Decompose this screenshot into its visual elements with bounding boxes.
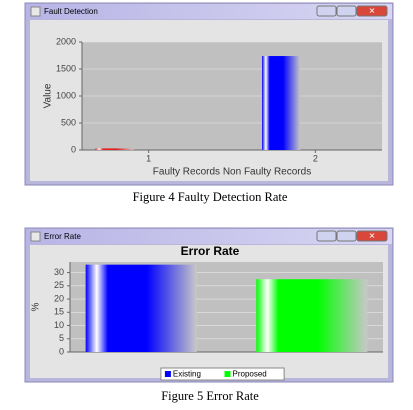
caption: Figure 5 Error Rate	[161, 389, 259, 403]
close-icon: ✕	[369, 232, 376, 241]
x-tick-label: 2	[313, 153, 318, 163]
title-bar	[26, 4, 392, 19]
window-title: Error Rate	[44, 232, 81, 241]
y-tick-label: 1500	[56, 63, 76, 73]
legend-label: Existing	[173, 370, 201, 379]
close-icon: ✕	[369, 7, 376, 16]
y-tick-label: 1000	[56, 90, 76, 100]
y-axis-label: Value	[43, 83, 54, 108]
y-tick-label: 10	[54, 320, 64, 330]
bar	[95, 148, 134, 150]
y-tick-label: 5	[59, 333, 64, 343]
y-tick-label: 0	[59, 346, 64, 356]
bar	[85, 264, 197, 352]
caption: Figure 4 Faulty Detection Rate	[133, 190, 288, 204]
legend-swatch	[164, 371, 171, 377]
y-axis-label: %	[31, 302, 42, 311]
chart-title: Error Rate	[181, 244, 240, 258]
legend-label: Proposed	[233, 370, 267, 379]
y-tick-label: 25	[54, 280, 64, 290]
window-icon	[30, 231, 41, 242]
close-button[interactable]	[356, 230, 388, 242]
y-tick-label: 2000	[56, 36, 76, 46]
window-title: Fault Detection	[44, 7, 98, 16]
bar	[262, 56, 301, 150]
legend-box	[160, 367, 285, 381]
legend-swatch	[224, 371, 231, 377]
y-tick-label: 0	[71, 144, 76, 154]
x-axis-label: Faulty Records Non Faulty Records	[153, 167, 311, 178]
minimize-button[interactable]	[316, 230, 337, 242]
x-tick-label: 1	[146, 153, 151, 163]
y-tick-label: 20	[54, 293, 64, 303]
maximize-button[interactable]	[336, 5, 357, 17]
legend: Existing Proposed	[160, 367, 285, 381]
bar	[256, 279, 368, 352]
y-tick-label: 15	[54, 307, 64, 317]
title-bar	[26, 229, 392, 244]
close-button[interactable]	[356, 5, 388, 17]
maximize-button[interactable]	[336, 230, 357, 242]
window-icon	[30, 6, 41, 17]
y-tick-label: 500	[61, 117, 76, 127]
minimize-button[interactable]	[316, 5, 337, 17]
y-tick-label: 30	[54, 267, 64, 277]
window: Fault Detection ✕	[24, 2, 394, 186]
